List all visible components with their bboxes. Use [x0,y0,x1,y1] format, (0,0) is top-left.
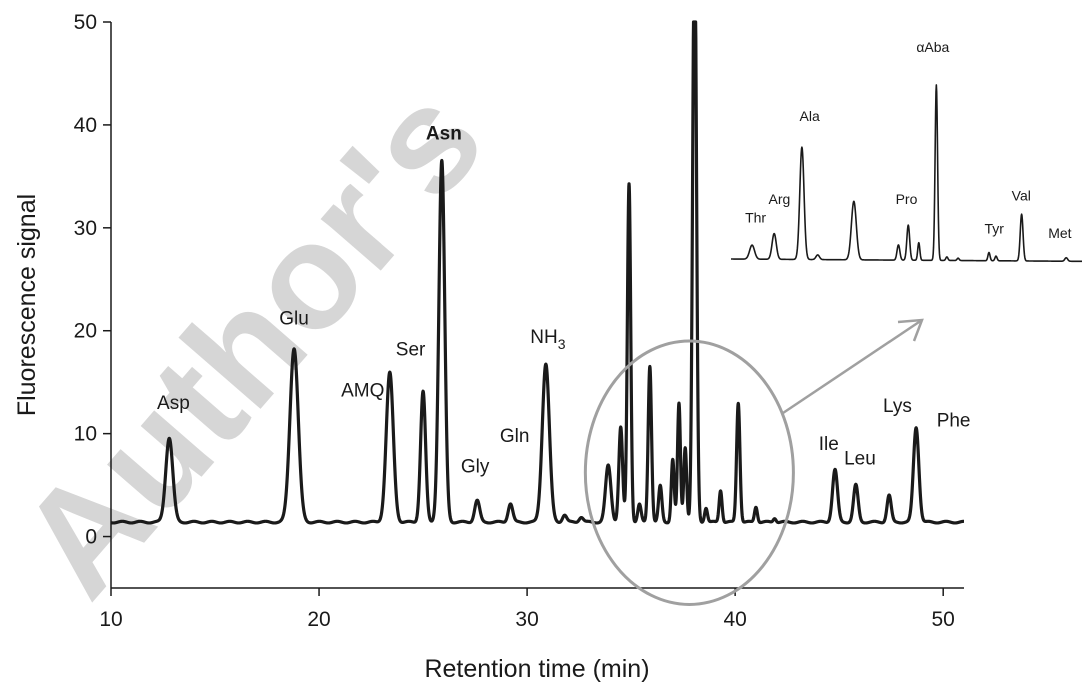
y-tick-label: 0 [85,526,97,549]
inset-label-val: Val [1012,188,1031,204]
peak-label-asp: Asp [157,393,190,414]
peak-label-glu: Glu [279,309,309,330]
inset-label-met: Met [1048,225,1071,241]
x-ticks: 10 20 30 40 50 [99,588,955,631]
inset-label-tyr: Tyr [985,220,1005,236]
inset-label-thr: Thr [745,210,766,226]
y-axis-title: Fluorescence signal [13,194,41,416]
x-tick-label: 20 [307,608,330,631]
x-tick-label: 30 [515,608,538,631]
x-axis-title: Retention time (min) [424,655,649,683]
peak-label-gln: Gln [500,426,530,447]
peak-label-leu: Leu [844,449,876,470]
y-tick-label: 40 [74,114,97,137]
peak-label-amq: AMQ [341,381,384,402]
peak-label-lys: Lys [883,396,912,417]
inset-trace [730,84,1083,263]
x-tick-label: 10 [99,608,122,631]
y-tick-label: 30 [74,217,97,240]
y-tick-label: 20 [74,320,97,343]
inset-label-arg: Arg [769,191,791,207]
chromatogram-trace [109,20,966,525]
peak-label-ser: Ser [396,339,426,360]
axes [110,22,964,589]
y-tick-label: 10 [74,423,97,446]
peak-label-phe: Phe [937,410,971,431]
peak-label-nh: NH3 [530,327,565,352]
inset-label-αaba: αAba [916,39,949,55]
peak-label-gly: Gly [461,457,490,478]
x-tick-label: 50 [932,608,955,631]
y-ticks: 0 10 20 30 40 50 [74,11,111,549]
y-tick-label: 50 [74,11,97,34]
callout-arrow [782,318,924,415]
x-tick-label: 40 [723,608,746,631]
zoom-region-ellipse [583,339,795,606]
peak-label-ile: Ile [819,434,839,455]
peak-label-asn: Asn [426,123,462,144]
inset-label-pro: Pro [896,191,918,207]
inset-label-ala: Ala [800,108,820,124]
